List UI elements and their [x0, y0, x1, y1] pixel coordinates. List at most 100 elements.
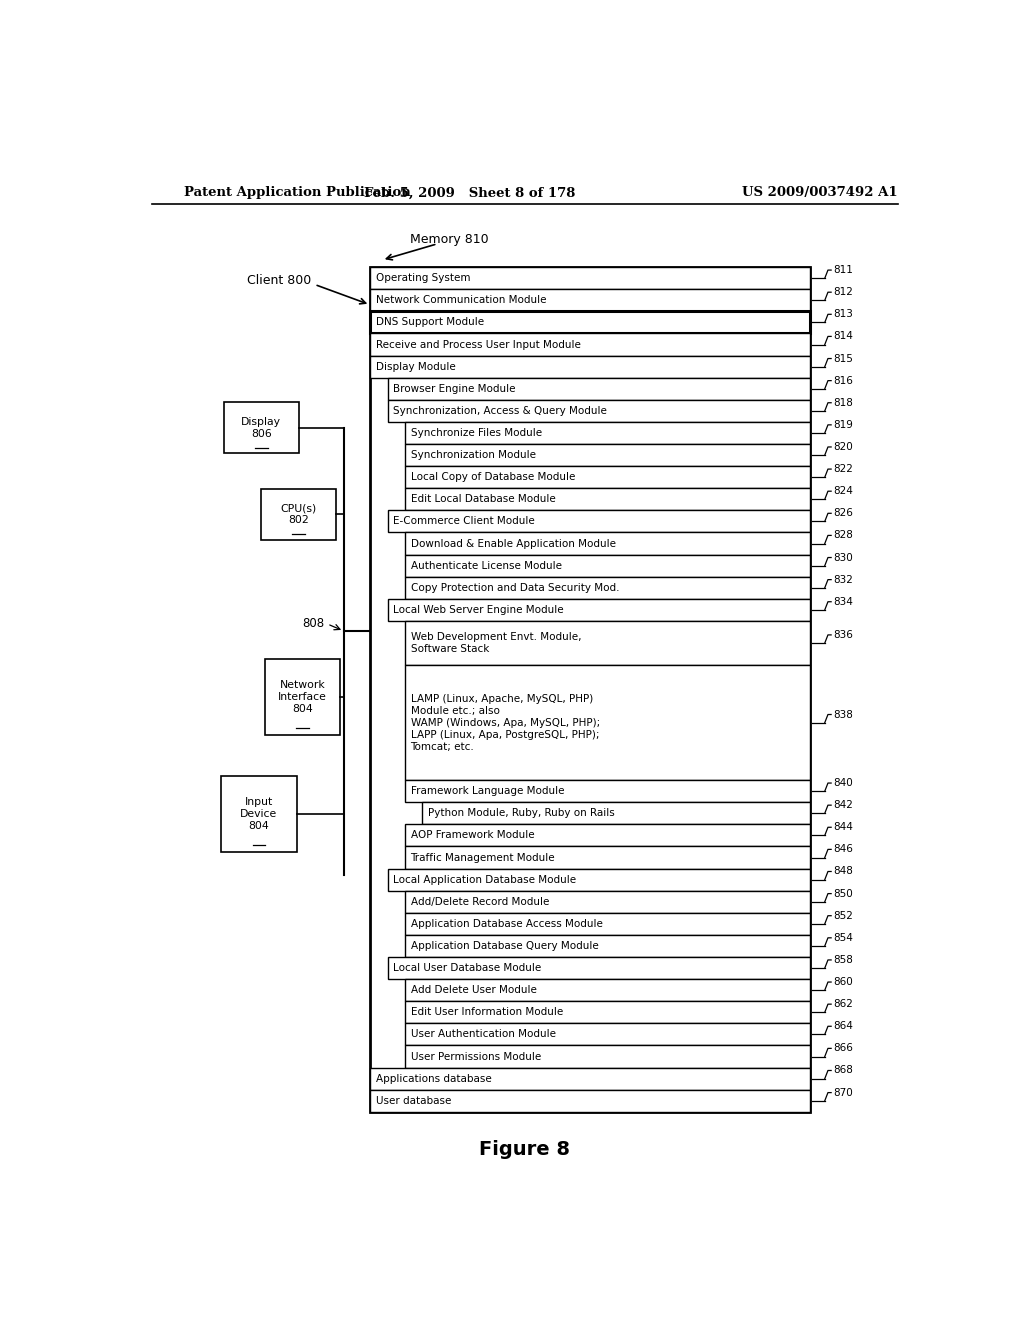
Text: 836: 836 — [834, 630, 853, 640]
Text: Client 800: Client 800 — [247, 273, 311, 286]
Text: 868: 868 — [834, 1065, 853, 1076]
Text: 813: 813 — [834, 309, 853, 319]
Bar — [370, 1090, 811, 1111]
Bar — [404, 488, 811, 511]
Text: 812: 812 — [834, 288, 853, 297]
Text: Display Module: Display Module — [376, 362, 456, 372]
Text: Local User Database Module: Local User Database Module — [393, 964, 542, 973]
Bar — [387, 957, 811, 979]
Text: E-Commerce Client Module: E-Commerce Client Module — [393, 516, 535, 527]
Bar — [370, 267, 811, 1111]
Text: Traffic Management Module: Traffic Management Module — [411, 853, 555, 862]
Bar — [370, 355, 811, 378]
Text: Memory 810: Memory 810 — [410, 234, 488, 247]
Text: 822: 822 — [834, 465, 853, 474]
Text: Local Application Database Module: Local Application Database Module — [393, 875, 577, 884]
Bar — [261, 488, 336, 540]
Bar — [370, 312, 811, 334]
Text: User database: User database — [376, 1096, 451, 1106]
Bar — [423, 803, 811, 825]
Text: 840: 840 — [834, 777, 853, 788]
Bar — [404, 846, 811, 869]
Bar — [387, 511, 811, 532]
Bar — [404, 935, 811, 957]
Bar — [404, 825, 811, 846]
Bar — [404, 979, 811, 1002]
Text: Edit Local Database Module: Edit Local Database Module — [411, 494, 555, 504]
Text: 834: 834 — [834, 597, 853, 607]
Bar — [370, 289, 811, 312]
Text: 864: 864 — [834, 1022, 853, 1031]
Bar — [223, 403, 299, 453]
Text: 842: 842 — [834, 800, 853, 810]
Bar — [404, 532, 811, 554]
Bar — [404, 444, 811, 466]
Text: 832: 832 — [834, 574, 853, 585]
Text: Add Delete User Module: Add Delete User Module — [411, 985, 537, 995]
Text: Network Communication Module: Network Communication Module — [376, 296, 546, 305]
Text: 815: 815 — [834, 354, 853, 363]
Bar — [370, 1068, 811, 1090]
Bar — [404, 780, 811, 803]
Bar — [404, 1002, 811, 1023]
Text: AOP Framework Module: AOP Framework Module — [411, 830, 535, 841]
Text: 830: 830 — [834, 553, 853, 562]
Text: 820: 820 — [834, 442, 853, 451]
Bar — [404, 913, 811, 935]
Bar — [404, 466, 811, 488]
Bar — [221, 776, 297, 853]
Text: 816: 816 — [834, 376, 853, 385]
Bar — [387, 378, 811, 400]
Bar — [404, 554, 811, 577]
Text: 854: 854 — [834, 933, 853, 942]
Text: Figure 8: Figure 8 — [479, 1140, 570, 1159]
Text: 870: 870 — [834, 1088, 853, 1098]
Text: Framework Language Module: Framework Language Module — [411, 787, 564, 796]
Text: Local Copy of Database Module: Local Copy of Database Module — [411, 473, 574, 482]
Text: Application Database Access Module: Application Database Access Module — [411, 919, 602, 929]
Text: 850: 850 — [834, 888, 853, 899]
Bar — [370, 334, 811, 355]
Bar — [387, 400, 811, 422]
Text: US 2009/0037492 A1: US 2009/0037492 A1 — [742, 186, 898, 199]
Text: 838: 838 — [834, 710, 853, 719]
Text: Input
Device
804: Input Device 804 — [241, 797, 278, 830]
Text: 858: 858 — [834, 954, 853, 965]
Text: Download & Enable Application Module: Download & Enable Application Module — [411, 539, 615, 549]
Text: Copy Protection and Data Security Mod.: Copy Protection and Data Security Mod. — [411, 582, 620, 593]
Text: DNS Support Module: DNS Support Module — [376, 317, 483, 327]
Text: CPU(s)
802: CPU(s) 802 — [281, 503, 316, 525]
Bar — [404, 1023, 811, 1045]
Text: User Permissions Module: User Permissions Module — [411, 1052, 541, 1061]
Text: Web Development Envt. Module,
Software Stack: Web Development Envt. Module, Software S… — [411, 632, 581, 653]
Text: Authenticate License Module: Authenticate License Module — [411, 561, 561, 570]
Text: 824: 824 — [834, 486, 853, 496]
Text: 828: 828 — [834, 531, 853, 540]
Text: 848: 848 — [834, 866, 853, 876]
Bar — [404, 577, 811, 599]
Text: 814: 814 — [834, 331, 853, 342]
Bar — [370, 267, 811, 289]
Bar — [404, 422, 811, 444]
Bar — [404, 620, 811, 665]
Text: Browser Engine Module: Browser Engine Module — [393, 384, 515, 393]
Text: Network
Interface
804: Network Interface 804 — [279, 681, 327, 714]
Bar — [387, 869, 811, 891]
Text: 811: 811 — [834, 265, 853, 275]
Text: Python Module, Ruby, Ruby on Rails: Python Module, Ruby, Ruby on Rails — [428, 808, 614, 818]
Bar — [404, 665, 811, 780]
Text: Edit User Information Module: Edit User Information Module — [411, 1007, 563, 1018]
Text: Feb. 5, 2009   Sheet 8 of 178: Feb. 5, 2009 Sheet 8 of 178 — [364, 186, 574, 199]
Text: Synchronization, Access & Query Module: Synchronization, Access & Query Module — [393, 405, 607, 416]
Text: 844: 844 — [834, 822, 853, 833]
Bar — [265, 659, 340, 735]
Text: 852: 852 — [834, 911, 853, 921]
Text: Add/Delete Record Module: Add/Delete Record Module — [411, 896, 549, 907]
Text: Patent Application Publication: Patent Application Publication — [183, 186, 411, 199]
Text: 866: 866 — [834, 1043, 853, 1053]
Text: 818: 818 — [834, 397, 853, 408]
Text: Synchronize Files Module: Synchronize Files Module — [411, 428, 542, 438]
Bar — [404, 891, 811, 913]
Text: 819: 819 — [834, 420, 853, 430]
Text: 826: 826 — [834, 508, 853, 519]
